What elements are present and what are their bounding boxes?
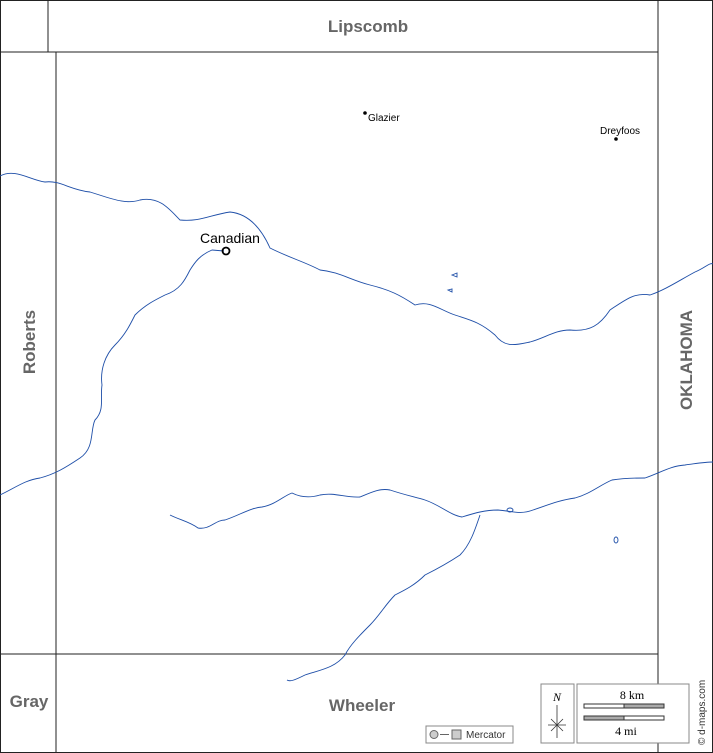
compass-label: N — [552, 690, 562, 704]
compass-box — [540, 683, 575, 744]
neighbor-label: Wheeler — [329, 696, 396, 715]
lake — [506, 507, 514, 513]
neighbor-label: Gray — [10, 692, 49, 711]
town-label: Canadian — [200, 230, 260, 246]
neighbor-label: Roberts — [20, 310, 39, 374]
neighbor-label: OKLAHOMA — [677, 310, 696, 410]
neighbor-label: Lipscomb — [328, 17, 408, 36]
river — [169, 461, 713, 529]
river — [0, 172, 713, 345]
scale-box — [576, 683, 690, 744]
lake — [446, 272, 458, 293]
projection-icon — [429, 730, 439, 739]
town-symbol — [221, 246, 231, 256]
projection-label: Mercator — [466, 730, 506, 741]
scale-bar — [623, 703, 665, 709]
town-label: Dreyfoos — [600, 126, 640, 137]
town-symbol — [363, 111, 367, 115]
scale-bar — [583, 715, 625, 721]
river — [286, 514, 481, 682]
scale-label: 4 mi — [615, 724, 637, 738]
projection-icon — [451, 729, 462, 740]
town-label: Glazier — [368, 113, 400, 124]
town-symbol — [614, 137, 618, 141]
scale-label: 8 km — [620, 688, 645, 702]
credit: © d-maps.com — [697, 680, 708, 745]
projection-box — [425, 725, 514, 744]
river — [0, 249, 225, 496]
lake — [613, 536, 619, 544]
compass — [548, 705, 566, 738]
